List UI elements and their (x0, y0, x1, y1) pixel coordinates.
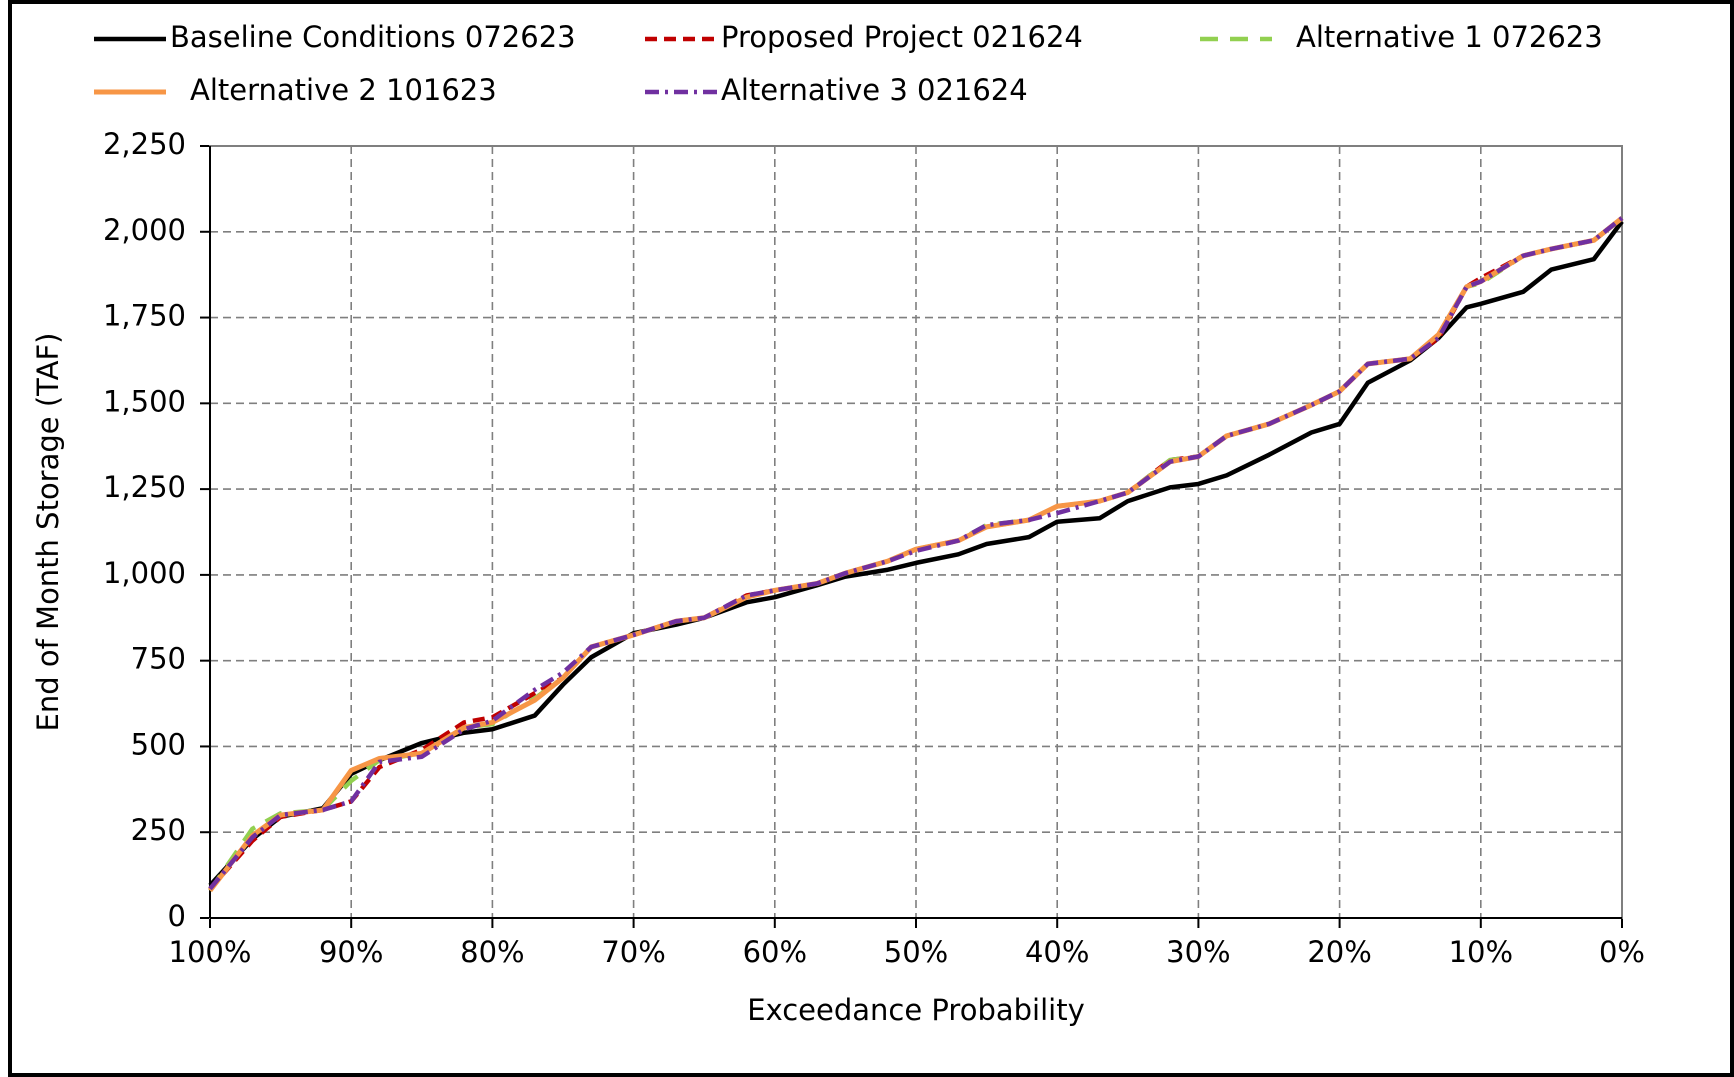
x-axis-label: Exceedance Probability (747, 993, 1084, 1027)
y-tick-label: 1,750 (103, 299, 186, 333)
series-line (208, 216, 1624, 891)
legend-label: Alternative 1 072623 (1296, 20, 1603, 54)
y-tick-label: 2,000 (103, 213, 186, 247)
x-tick-label: 40% (1025, 935, 1089, 969)
y-tick-label: 750 (131, 642, 186, 676)
legend-label: Baseline Conditions 072623 (170, 20, 576, 54)
x-tick-label: 20% (1307, 935, 1371, 969)
legend-label: Alternative 2 101623 (190, 73, 497, 107)
legend-label: Proposed Project 021624 (721, 20, 1083, 54)
x-tick-label: 10% (1449, 935, 1513, 969)
x-tick-label: 60% (743, 935, 807, 969)
x-tick-label: 80% (460, 935, 524, 969)
frame (8, 0, 1734, 1077)
x-tick-label: 100% (169, 935, 252, 969)
y-tick-label: 1,250 (103, 470, 186, 504)
y-tick-label: 1,500 (103, 384, 186, 418)
legend-label: Alternative 3 021624 (721, 73, 1028, 107)
x-tick-label: 0% (1599, 935, 1645, 969)
y-tick-label: 250 (131, 813, 186, 847)
x-tick-label: 70% (601, 935, 665, 969)
y-axis-label: End of Month Storage (TAF) (31, 333, 65, 732)
x-tick-label: 30% (1166, 935, 1230, 969)
y-tick-label: 2,250 (103, 127, 186, 161)
x-tick-label: 90% (319, 935, 383, 969)
y-tick-label: 0 (168, 899, 186, 933)
y-tick-label: 500 (131, 727, 186, 761)
y-tick-label: 1,000 (103, 556, 186, 590)
x-tick-label: 50% (884, 935, 948, 969)
